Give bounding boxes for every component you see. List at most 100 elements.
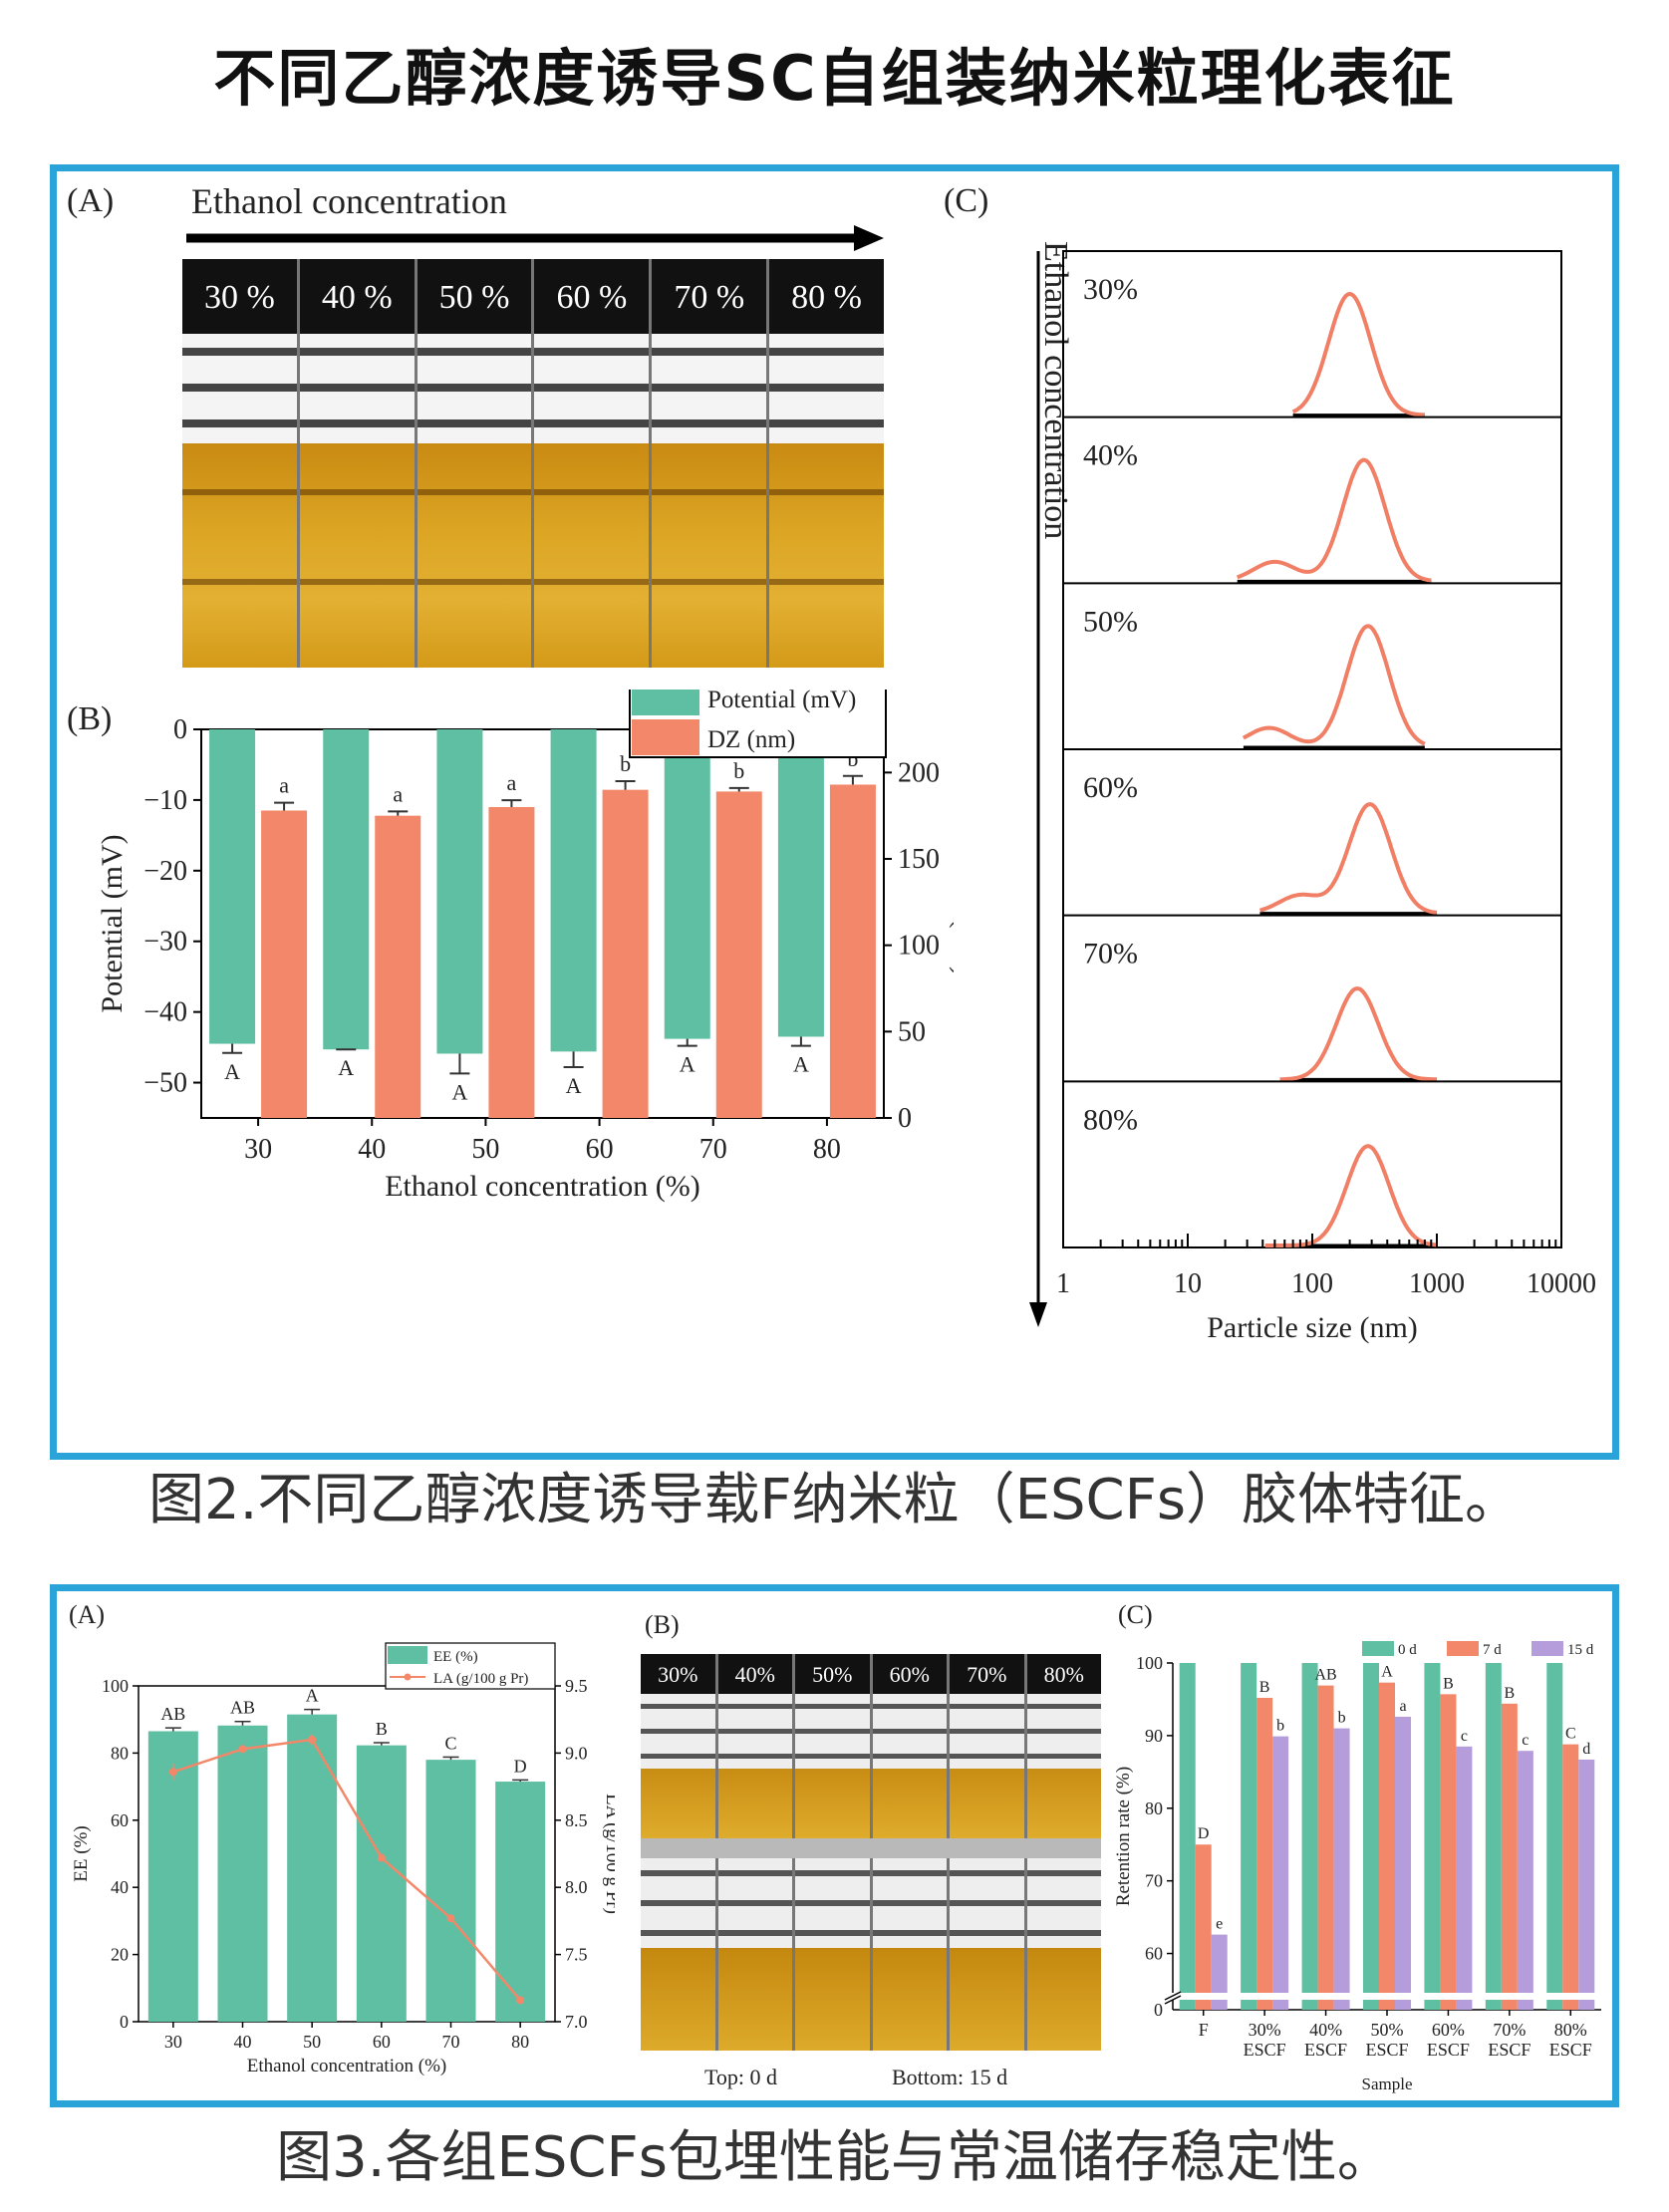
legend-swatch — [1531, 1641, 1563, 1656]
y2-tick-label: 8.0 — [565, 1877, 588, 1897]
bar-ee — [425, 1760, 476, 2022]
legend-label: 0 d — [1398, 1642, 1417, 1658]
vial-cap-50: 50 % — [414, 259, 532, 334]
sig-letter: D — [1198, 1825, 1210, 1842]
bar-ee — [287, 1714, 338, 2022]
x-tick-label: 80 — [511, 2032, 529, 2052]
y2-tick-label: 7.0 — [565, 2012, 588, 2032]
legend-swatch-potential — [632, 690, 699, 715]
fig3-vial-cap-60: 60% — [889, 1662, 930, 1687]
x-tick-label: 70 — [699, 1134, 727, 1165]
x-axis-label: Particle size (nm) — [1207, 1311, 1418, 1344]
x-tick-label: 10 — [1174, 1268, 1202, 1299]
plot-frame — [138, 1685, 556, 2023]
x-tick-label: ESCF — [1549, 2040, 1592, 2060]
y-tick-label: 40 — [111, 1877, 129, 1897]
dls-curve — [1258, 802, 1438, 915]
x-tick-label: 80% — [1554, 2020, 1587, 2040]
vial-solution-row — [182, 443, 884, 668]
y-tick-label: 80 — [1145, 1798, 1163, 1818]
vial-cap-70: 70 % — [649, 259, 766, 334]
sig-letter-potential: A — [224, 1059, 240, 1084]
sig-letter-potential: A — [451, 1079, 467, 1104]
x-tick-label: 70% — [1493, 2020, 1526, 2040]
vial-cap-60: 60 % — [531, 259, 649, 334]
ethanol-vertical-arrow-head — [1029, 1302, 1047, 1327]
fig2-panel-c-chart: 30% 40% 50% 60% 70% 80% 1 10 100 1000 10000 Particl… — [1056, 250, 1596, 1344]
sig-letter-dz: b — [733, 758, 744, 783]
x-axis-label: Ethanol concentration (%) — [247, 2056, 446, 2076]
x-tick-label: 50 — [303, 2032, 321, 2052]
dls-curve — [1279, 986, 1438, 1082]
bar-retention-0d — [1241, 1663, 1257, 2010]
ethanol-arrow-label: Ethanol concentration — [191, 181, 507, 221]
sig-letter: a — [1399, 1698, 1406, 1715]
sig-letter-ee: C — [444, 1733, 456, 1753]
bar-retention-15d — [1395, 1716, 1411, 2010]
fig3-vial-cap-40: 40% — [734, 1662, 775, 1687]
sig-letter-dz: a — [507, 770, 517, 795]
fig2-vials-photo: 30 % 40 % 50 % 60 % 70 % 80 % — [182, 259, 884, 668]
figure-3-caption: 图3.各组ESCFs包埋性能与常温储存稳定性。 — [276, 2125, 1393, 2190]
fig3-vial-cap-80: 80% — [1043, 1662, 1084, 1687]
x-tick-label: 1 — [1056, 1268, 1070, 1299]
footer-top-label: Top: 0 d — [704, 2065, 777, 2089]
x-tick-label: 40 — [234, 2032, 252, 2052]
y-tick-label: 60 — [1145, 1944, 1163, 1964]
x-tick-label: 10000 — [1527, 1268, 1596, 1299]
y2-tick-label: 50 — [898, 1016, 926, 1047]
bar-retention-15d — [1578, 1759, 1595, 2010]
fig2b-panel-label: (B) — [67, 700, 112, 737]
bar-retention-15d — [1333, 1728, 1350, 2010]
dls-curve — [1291, 291, 1425, 417]
la-point — [308, 1735, 317, 1744]
dls-series-label: 70% — [1083, 938, 1138, 970]
plot-frame — [200, 728, 885, 1119]
bar-retention-0d — [1179, 1663, 1196, 2010]
sig-letter-ee: AB — [230, 1698, 255, 1718]
bar-dz — [602, 789, 649, 1118]
fig2-panel-c-header: (C) Ethanol concentration — [944, 182, 1074, 1327]
sig-letter: e — [1216, 1916, 1223, 1933]
bar-retention-7d — [1379, 1682, 1395, 2010]
y2-tick-label: 150 — [898, 844, 940, 875]
bar-ee — [217, 1725, 268, 2022]
vial-caps-row: 30 % 40 % 50 % 60 % 70 % 80 % — [182, 259, 884, 334]
y-tick-label: −20 — [143, 856, 187, 887]
y-tick-label: −10 — [143, 785, 187, 816]
sig-letter: c — [1522, 1732, 1529, 1749]
y-tick-label: 60 — [111, 1810, 129, 1830]
x-tick-label: ESCF — [1365, 2040, 1408, 2060]
axis-break-mark — [1164, 1995, 1182, 2005]
sig-letter-ee: A — [306, 1686, 319, 1706]
x-tick-label: ESCF — [1427, 2040, 1470, 2060]
fig3-panel-b-footer: Top: 0 d Bottom: 15 d — [704, 2065, 1007, 2089]
legend-label: 15 d — [1567, 1642, 1594, 1658]
bar-potential — [550, 729, 597, 1052]
x-tick-label: 40 — [358, 1134, 386, 1165]
sig-letter-dz: a — [393, 781, 403, 806]
x-tick-label: 100 — [1291, 1268, 1333, 1299]
bar-dz — [715, 791, 762, 1118]
sig-letter-ee: AB — [160, 1704, 185, 1724]
dls-series-label: 30% — [1083, 273, 1138, 306]
axis-break-mark — [1164, 1991, 1182, 2001]
y2-axis-label: LA (g/100 g Pr) — [602, 1794, 615, 1914]
la-point — [516, 1996, 525, 2005]
legend-marker-la — [404, 1673, 412, 1681]
dls-curve — [1264, 1144, 1438, 1247]
bar-retention-0d — [1485, 1663, 1502, 2010]
bar-dz — [375, 815, 421, 1118]
x-tick-label: 1000 — [1409, 1268, 1465, 1299]
y2-tick-label: 7.5 — [565, 1945, 588, 1965]
dls-curve — [1237, 457, 1432, 583]
x-axis-label: Sample — [1362, 2074, 1413, 2093]
y-tick-label: −30 — [143, 927, 187, 958]
bar-dz — [261, 810, 308, 1118]
y2-tick-label: 9.0 — [565, 1743, 588, 1763]
x-tick-label: 60 — [586, 1134, 614, 1165]
x-tick-label: 50 — [471, 1134, 499, 1165]
figure-3-frame: (A) AB 30 AB 40 A 50 B 60 C 70 D 80 0 20 40 60 80 100 7.0 7.… — [50, 1584, 1619, 2107]
fig3-vial-cap-70: 70% — [967, 1662, 1007, 1687]
bar-retention-7d — [1440, 1694, 1457, 2010]
